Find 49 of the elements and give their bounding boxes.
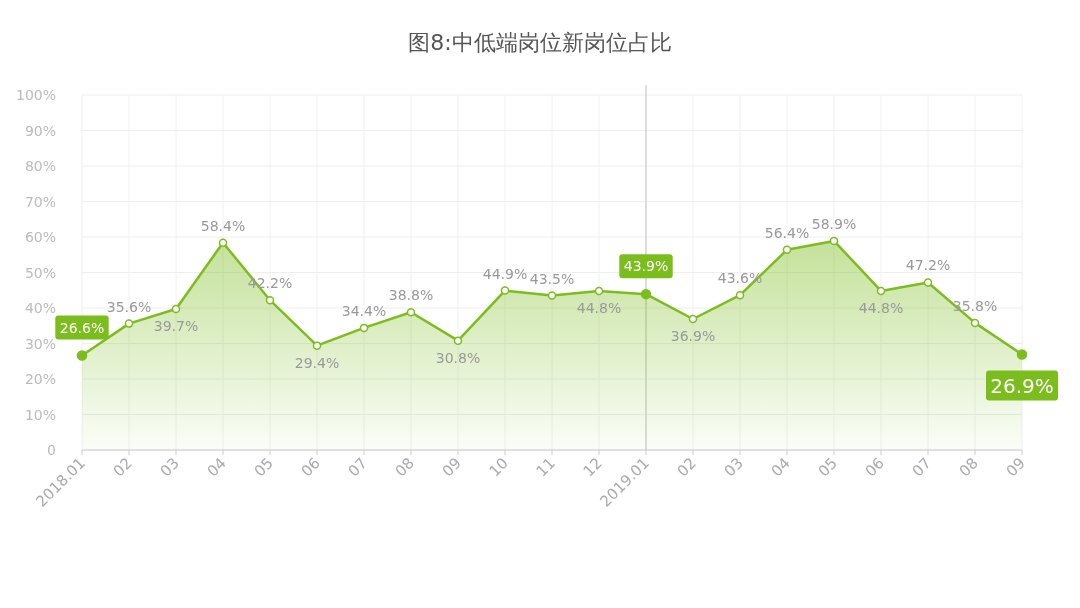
y-tick-label: 20% xyxy=(24,371,56,387)
data-label: 43.9% xyxy=(623,258,669,275)
x-tick-label: 09 xyxy=(438,454,465,481)
x-tick-label: 10 xyxy=(485,454,512,481)
data-label: 44.8% xyxy=(576,299,622,316)
x-tick-label: 04 xyxy=(767,454,794,481)
y-tick-label: 90% xyxy=(24,122,56,139)
x-tick-label: 03 xyxy=(156,454,183,481)
x-tick-label: 11 xyxy=(532,454,559,481)
data-label: 58.9% xyxy=(811,215,857,232)
data-label: 44.8% xyxy=(858,299,904,316)
x-tick-label: 06 xyxy=(297,454,324,481)
data-label: 58.4% xyxy=(200,217,246,234)
y-tick-label: 60% xyxy=(24,229,56,245)
data-label: 30.8% xyxy=(435,349,481,366)
x-tick-label: 05 xyxy=(250,454,277,481)
data-label: 47.2% xyxy=(905,257,951,274)
y-tick-label: 40% xyxy=(24,300,56,316)
y-tick-label: 70% xyxy=(24,193,56,210)
x-tick-label: 12 xyxy=(579,454,606,481)
x-tick-label: 07 xyxy=(908,454,935,481)
chart-title: 图8:中低端岗位新岗位占比 xyxy=(408,30,672,55)
data-label: 44.9% xyxy=(482,265,528,282)
data-label: 38.8% xyxy=(388,287,434,304)
data-label: 56.4% xyxy=(764,224,810,241)
y-tick-label: 100% xyxy=(15,87,56,103)
data-label: 29.4% xyxy=(294,354,340,371)
data-label: 39.7% xyxy=(153,318,199,335)
x-tick-label: 02 xyxy=(673,454,700,481)
x-tick-label: 05 xyxy=(814,454,841,481)
x-tick-label: 03 xyxy=(720,454,747,481)
x-tick-label: 07 xyxy=(344,454,371,481)
y-tick-label: 50% xyxy=(24,264,56,281)
data-label: 35.6% xyxy=(106,298,152,315)
data-label: 26.9% xyxy=(990,373,1054,398)
y-tick-label: 10% xyxy=(24,406,56,423)
y-tick-label: 0 xyxy=(47,442,56,458)
y-tick-label: 80% xyxy=(24,158,56,174)
y-tick-label: 30% xyxy=(24,335,56,352)
x-tick-label: 08 xyxy=(955,454,982,481)
x-tick-label: 02 xyxy=(109,454,136,481)
x-tick-label: 06 xyxy=(861,454,888,481)
x-tick-label: 09 xyxy=(1002,454,1029,481)
x-tick-label: 04 xyxy=(203,454,230,481)
data-label: 36.9% xyxy=(670,328,716,345)
data-label: 43.5% xyxy=(529,270,575,287)
data-label: 34.4% xyxy=(341,302,387,319)
data-label: 26.6% xyxy=(59,319,105,336)
x-tick-label: 08 xyxy=(391,454,418,481)
